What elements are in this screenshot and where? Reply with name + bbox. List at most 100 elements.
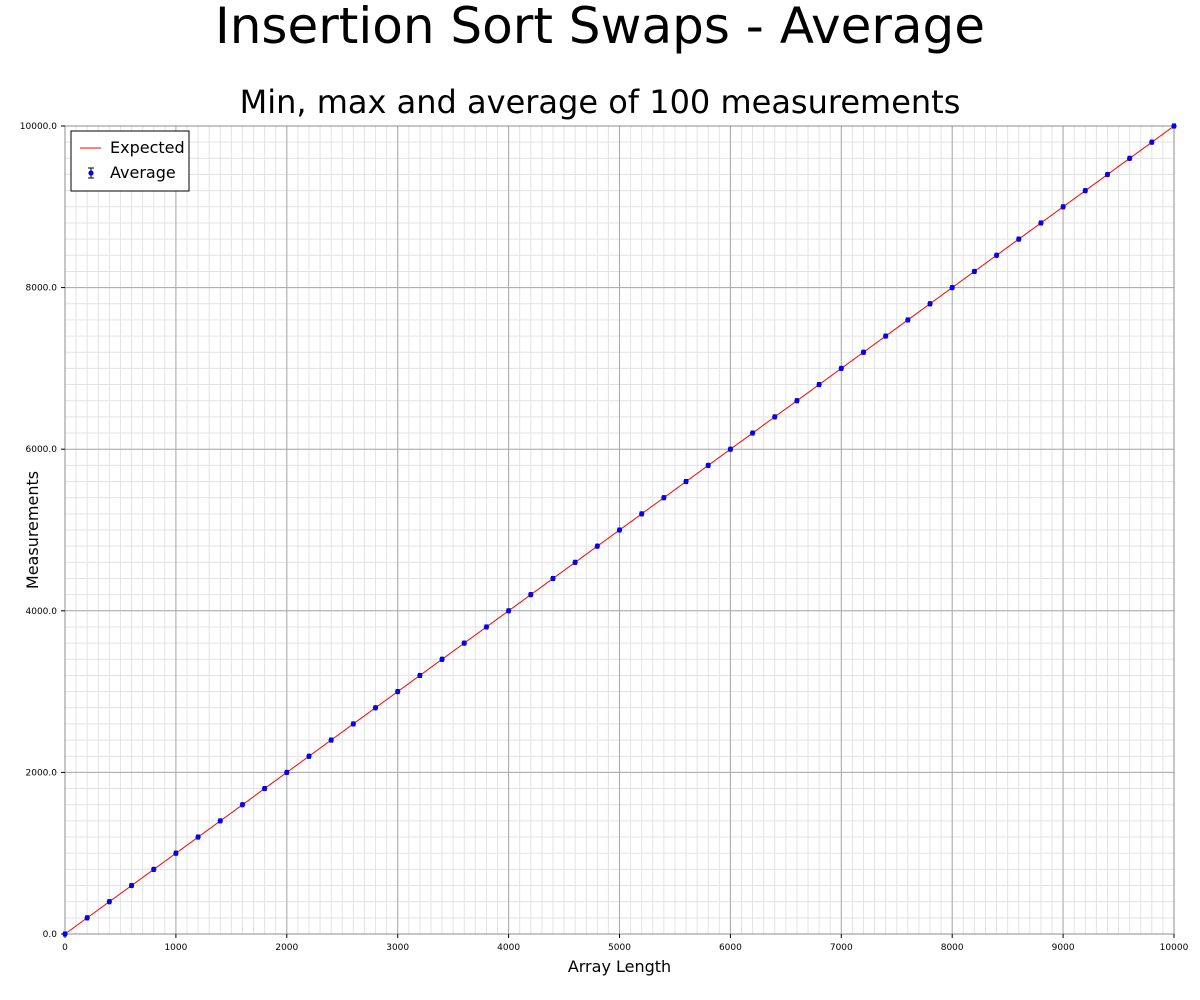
average-marker: [661, 495, 667, 501]
average-point: [616, 527, 623, 533]
legend-expected-label: Expected: [110, 138, 185, 157]
average-point: [1149, 139, 1155, 145]
y-axis-title: Measurements: [23, 471, 42, 589]
legend-box: [70, 130, 190, 192]
average-point: [1171, 123, 1177, 129]
average-marker: [594, 543, 600, 549]
average-marker: [239, 802, 246, 808]
average-marker: [262, 785, 268, 792]
average-point: [971, 268, 977, 275]
average-marker: [461, 640, 467, 646]
average-point: [372, 705, 379, 711]
legend-average-dot: [88, 170, 94, 176]
average-point: [1038, 220, 1044, 226]
average-marker: [483, 624, 490, 630]
average-marker: [84, 915, 90, 921]
average-point: [550, 575, 556, 582]
x-tick-label: 6000: [719, 943, 742, 953]
average-marker: [151, 866, 157, 872]
average-marker: [705, 462, 711, 468]
average-marker: [550, 575, 556, 582]
x-tick-label: 8000: [941, 943, 964, 953]
x-tick-label: 1000: [164, 943, 187, 953]
average-marker: [195, 834, 201, 840]
chart-subtitle: Min, max and average of 100 measurements: [239, 83, 961, 121]
average-point: [1127, 155, 1133, 161]
average-point: [683, 478, 689, 485]
average-point: [328, 737, 334, 743]
average-point: [217, 818, 223, 824]
y-tick-label: 6000.0: [26, 445, 58, 455]
average-point: [395, 689, 401, 695]
average-point: [528, 592, 534, 598]
average-point: [106, 899, 112, 905]
average-point: [1060, 204, 1066, 210]
average-marker: [350, 721, 356, 727]
average-marker: [905, 317, 911, 323]
average-point: [949, 285, 955, 291]
average-marker: [395, 689, 401, 695]
average-point: [306, 753, 312, 759]
average-marker: [1149, 139, 1155, 145]
series-layer: [62, 123, 1177, 937]
x-tick-label: 3000: [386, 943, 409, 953]
average-marker: [1171, 123, 1177, 129]
average-point: [173, 850, 179, 856]
average-marker: [749, 430, 756, 436]
average-marker: [528, 592, 534, 598]
x-tick-label: 9000: [1052, 943, 1075, 953]
average-marker: [217, 818, 223, 824]
average-marker: [1104, 171, 1111, 178]
average-point: [594, 543, 600, 549]
average-point: [727, 446, 734, 452]
average-marker: [727, 446, 734, 452]
average-point: [417, 672, 423, 679]
average-marker: [838, 365, 844, 371]
average-marker: [572, 559, 578, 565]
average-marker: [816, 381, 822, 388]
average-marker: [128, 882, 135, 889]
average-point: [794, 398, 800, 404]
y-tick-label: 8000.0: [26, 284, 58, 294]
average-marker: [1038, 220, 1044, 226]
average-point: [84, 915, 90, 921]
average-point: [439, 656, 445, 662]
legend-average-swatch: [88, 167, 94, 179]
average-point: [838, 365, 844, 371]
x-axis-title: Array Length: [568, 957, 671, 976]
average-marker: [1127, 155, 1133, 161]
average-point: [284, 769, 290, 776]
average-point: [350, 721, 356, 727]
average-marker: [372, 705, 379, 711]
average-marker: [1016, 236, 1022, 242]
average-marker: [860, 349, 867, 355]
average-marker: [1060, 204, 1066, 210]
average-marker: [883, 333, 889, 339]
average-marker: [927, 301, 933, 307]
average-point: [639, 511, 645, 517]
average-marker: [306, 753, 312, 759]
average-point: [1016, 236, 1022, 242]
average-marker: [683, 478, 689, 485]
average-point: [483, 624, 490, 630]
average-marker: [173, 850, 179, 856]
average-point: [62, 931, 68, 937]
average-point: [128, 882, 135, 889]
average-point: [993, 252, 1000, 258]
average-point: [1082, 188, 1088, 194]
average-point: [239, 802, 246, 808]
average-point: [905, 317, 911, 323]
average-marker: [328, 737, 334, 743]
average-point: [749, 430, 756, 436]
x-tick-label: 5000: [608, 943, 631, 953]
x-axis-ticks: 0 1000 2000 3000 4000 5000 6000 7000 8000 9000 100…: [62, 934, 1189, 953]
average-marker: [506, 608, 512, 614]
average-marker: [106, 899, 112, 905]
average-point: [705, 462, 711, 468]
average-marker: [772, 414, 778, 420]
average-point: [262, 785, 268, 792]
average-marker: [794, 398, 800, 404]
average-marker: [993, 252, 1000, 258]
x-tick-label: 10000: [1160, 943, 1189, 953]
